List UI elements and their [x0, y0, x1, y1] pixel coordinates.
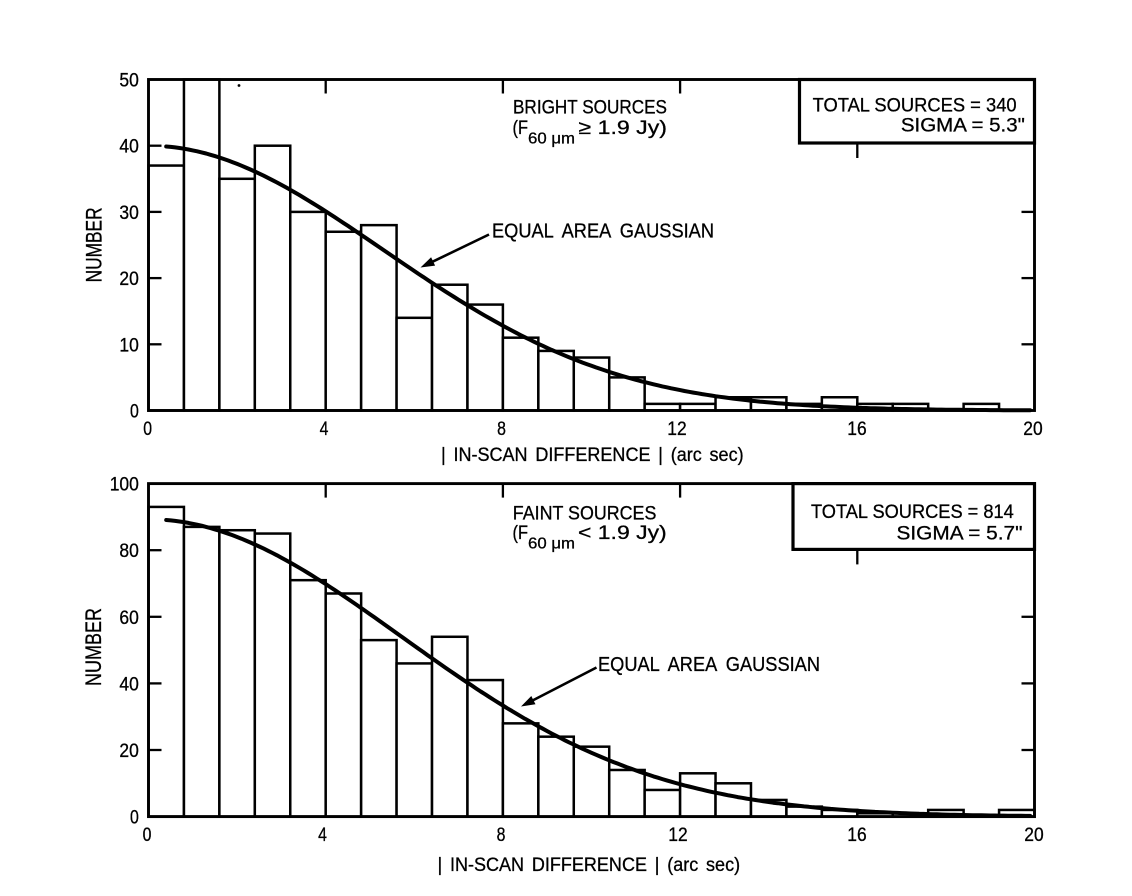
svg-text:20: 20	[119, 741, 138, 762]
svg-text:SIGMA = 5.7": SIGMA = 5.7"	[897, 523, 1023, 545]
svg-text:0: 0	[130, 808, 139, 829]
svg-text:10: 10	[119, 335, 138, 356]
svg-text:8: 8	[497, 419, 506, 440]
svg-text:60 μm: 60 μm	[528, 536, 575, 553]
svg-text:TOTAL SOURCES = 814: TOTAL SOURCES = 814	[811, 501, 1014, 523]
svg-text:0: 0	[143, 419, 152, 440]
svg-text:TOTAL SOURCES = 340: TOTAL SOURCES = 340	[813, 95, 1017, 117]
svg-text:4: 4	[320, 419, 329, 440]
svg-text:40: 40	[119, 674, 138, 695]
svg-text:0: 0	[130, 402, 139, 423]
svg-text:16: 16	[847, 419, 866, 440]
svg-text:≥ 1.9 Jy): ≥ 1.9 Jy)	[579, 117, 668, 139]
svg-text:50: 50	[119, 71, 138, 92]
svg-text:0: 0	[143, 825, 152, 846]
svg-text:NUMBER: NUMBER	[81, 608, 106, 686]
svg-text:40: 40	[119, 137, 138, 158]
svg-text:12: 12	[668, 825, 687, 846]
svg-text:20: 20	[1023, 419, 1042, 440]
svg-text:30: 30	[119, 203, 138, 224]
svg-text:(F: (F	[513, 117, 529, 139]
svg-text:80: 80	[119, 541, 138, 562]
svg-text:12: 12	[667, 419, 686, 440]
svg-text:FAINT SOURCES: FAINT SOURCES	[513, 503, 657, 525]
svg-text:16: 16	[847, 825, 866, 846]
svg-text:SIGMA = 5.3": SIGMA = 5.3"	[901, 115, 1025, 137]
svg-text:60 μm: 60 μm	[528, 131, 575, 148]
svg-text:BRIGHT SOURCES: BRIGHT SOURCES	[513, 97, 667, 119]
svg-text:8: 8	[497, 825, 506, 846]
svg-text:100: 100	[110, 475, 139, 496]
svg-text:EQUAL AREA GAUSSIAN: EQUAL AREA GAUSSIAN	[492, 220, 714, 243]
svg-text:EQUAL AREA GAUSSIAN: EQUAL AREA GAUSSIAN	[598, 653, 820, 676]
svg-text:| IN-SCAN DIFFERENCE | (arc se: | IN-SCAN DIFFERENCE | (arc sec)	[438, 854, 741, 876]
svg-text:60: 60	[119, 608, 138, 629]
svg-text:< 1.9 Jy): < 1.9 Jy)	[578, 522, 667, 544]
svg-text:4: 4	[318, 825, 327, 846]
svg-text:(F: (F	[513, 522, 529, 544]
svg-text:| IN-SCAN DIFFERENCE | (arc se: | IN-SCAN DIFFERENCE | (arc sec)	[441, 444, 744, 466]
svg-text:20: 20	[1024, 825, 1043, 846]
svg-text:20: 20	[119, 269, 138, 290]
svg-text:NUMBER: NUMBER	[82, 207, 107, 282]
